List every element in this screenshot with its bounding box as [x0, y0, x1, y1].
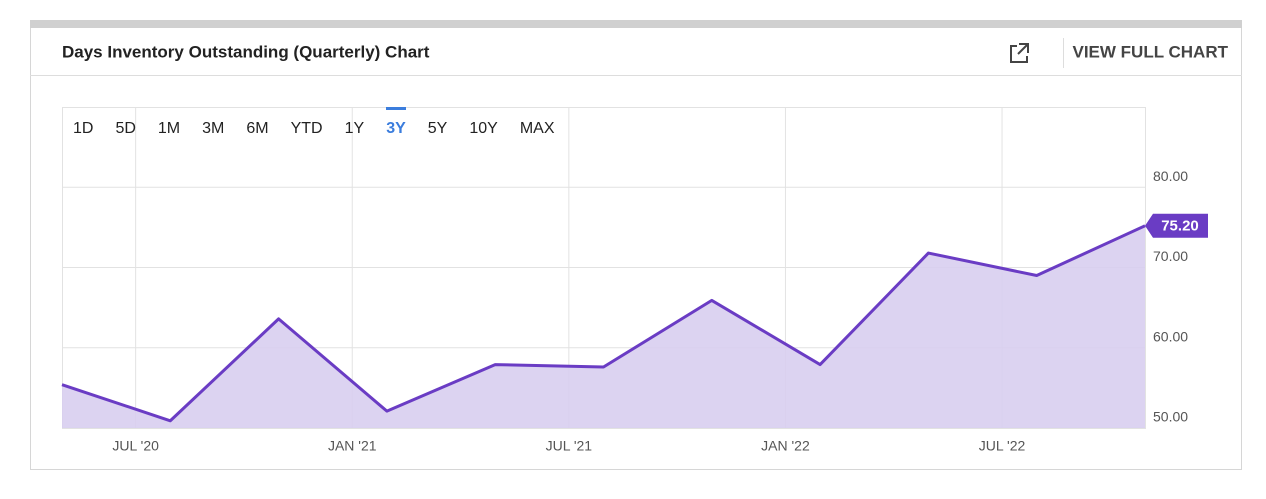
x-tick-label: JAN '21 [328, 438, 377, 454]
range-button[interactable]: 10Y [458, 107, 508, 151]
range-button[interactable]: 5D [104, 107, 146, 151]
y-tick-label: 60.00 [1153, 328, 1188, 344]
range-button[interactable]: 1D [62, 107, 104, 151]
view-full-chart[interactable]: VIEW FULL CHART [1072, 42, 1228, 61]
area-fill [62, 225, 1145, 428]
range-button[interactable]: 5Y [417, 107, 459, 151]
range-button[interactable]: MAX [509, 107, 566, 151]
card-top-strip [30, 20, 1242, 28]
y-tick-label: 70.00 [1153, 248, 1188, 264]
value-label: 75.20 [1161, 218, 1199, 235]
range-button[interactable]: 3M [191, 107, 235, 151]
external-link-icon[interactable] [1010, 43, 1029, 63]
x-tick-label: JAN '22 [761, 438, 810, 454]
range-button[interactable]: 6M [235, 107, 279, 151]
range-button[interactable]: 3Y [375, 107, 417, 151]
x-tick-label: JUL '22 [979, 438, 1026, 454]
y-tick-label: 50.00 [1153, 409, 1188, 425]
range-buttons: 1D 5D 1M 3M 6M YTD 1Y 3Y 5Y 10Y MAX [62, 107, 565, 151]
range-button[interactable]: 1M [147, 107, 191, 151]
range-button[interactable]: 1Y [334, 107, 376, 151]
line [61, 224, 1146, 423]
x-tick-label: JUL '21 [546, 438, 593, 454]
chart-title: Days Inventory Outstanding (Quarterly) C… [62, 42, 430, 61]
y-tick-label: 80.00 [1153, 168, 1188, 184]
value-label-box [1145, 213, 1208, 238]
x-tick-label: JUL '20 [112, 438, 159, 454]
range-button[interactable]: YTD [280, 107, 334, 151]
